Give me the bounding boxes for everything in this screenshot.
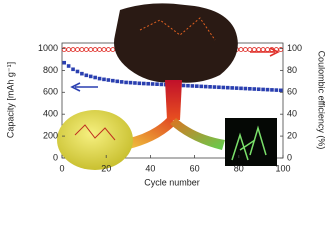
polymer-tree [114,3,238,83]
point [128,80,133,85]
y2-tick-label: 100 [287,43,302,53]
point [230,86,234,90]
arrow-left [70,82,98,92]
point [97,47,103,53]
point [270,88,274,92]
x-tick-label: 60 [190,163,200,173]
point [203,84,208,89]
point [217,85,221,90]
y-axis-label: Capacity [mAh g⁻¹] [5,62,15,138]
point [256,47,262,53]
x-tick-label: 20 [101,163,111,173]
point [84,73,89,78]
point [238,47,244,53]
point [242,47,248,53]
point [66,64,71,68]
point [261,87,265,92]
point [274,88,279,92]
point [190,84,195,88]
point [88,47,94,53]
y-tick-label: 0 [53,152,58,162]
point [256,87,261,92]
chart: Cycle number Capacity [mAh g⁻¹] Coulombi… [5,3,327,187]
x-tick-label: 100 [275,163,290,173]
point [278,88,283,93]
point [101,47,107,53]
point [221,85,226,90]
point [208,85,212,89]
point [234,86,239,90]
point [75,47,80,53]
stem [165,80,182,120]
point [248,86,252,91]
y2-tick-label: 40 [287,109,297,119]
chain [74,124,116,141]
y-tick-label: 800 [43,65,58,75]
point [115,79,120,84]
point [66,47,72,53]
y2-tick-label: 0 [287,152,292,162]
point [62,60,67,65]
point [105,47,111,53]
x-tick-label: 80 [234,163,244,173]
point [159,82,164,87]
point [93,75,97,80]
x-tick-label: 40 [145,163,155,173]
point [133,81,137,85]
decoration [57,3,280,170]
point [150,82,155,86]
point [83,47,89,53]
point [88,74,93,79]
point [124,80,128,85]
point [251,47,257,53]
branch-right [170,118,225,150]
point [75,69,80,74]
point [260,47,266,53]
point [111,78,115,83]
y-tick-label: 1000 [38,43,58,53]
point [119,80,124,84]
y2-tick-label: 60 [287,87,297,97]
crystal [231,125,267,161]
point [79,47,85,53]
point [247,47,253,53]
y-tick-label: 400 [43,109,58,119]
point [110,47,116,53]
point [70,47,76,53]
arrow-right [250,47,280,57]
point [252,87,257,91]
point [212,85,217,89]
y2-axis-label: Coulombic efficiency (%) [317,51,327,150]
branch-left [120,118,178,150]
point [181,83,186,88]
x-axis-label: Cycle number [144,177,200,187]
point [80,71,84,76]
point [106,78,111,82]
point [195,84,199,88]
point [146,81,150,86]
point [102,77,106,82]
y-tick-label: 600 [43,87,58,97]
y2-tick-label: 80 [287,65,297,75]
point [265,87,270,92]
yellow-particle [57,110,133,170]
y-tick-label: 200 [43,130,58,140]
point [137,81,142,86]
point [199,84,204,89]
y2-tick-label: 20 [287,130,297,140]
point [71,67,75,72]
point [92,47,98,53]
point [155,82,159,86]
point [225,85,230,90]
x-tick-label: 0 [59,163,64,173]
point [97,76,102,81]
point [186,83,190,88]
point [239,86,243,91]
point [141,81,146,86]
point [243,86,248,91]
point [265,47,270,53]
